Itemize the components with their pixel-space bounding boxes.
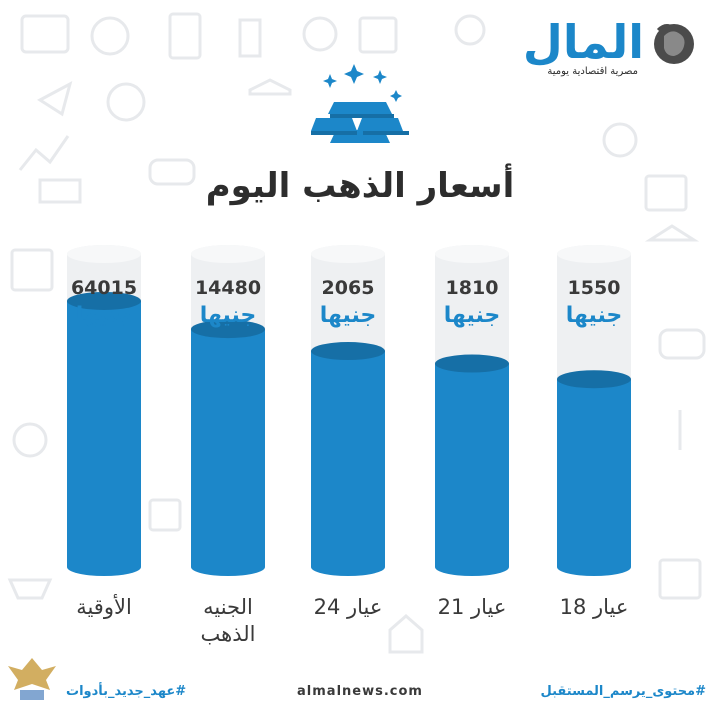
map-icon [654,24,694,64]
bar-unit-label: جنيها [566,303,623,328]
bar-group: 1550 جنيها عيار 18 [557,245,631,619]
bar-tube-top [67,245,141,263]
logo-name: المال [522,15,645,69]
bar [67,300,141,576]
bar-top [435,354,509,373]
bar-value-label: 2065 [322,277,375,299]
bar-group: 2065 جنيها عيار 24 [311,245,385,619]
gold-bars-icon [311,64,409,143]
bar-value-label: 64015 [71,277,137,299]
bar-tube-top [557,245,631,263]
footer-hashtag-right[interactable]: #محتوى_يرسم_المستقبل [540,684,706,699]
footer-hashtag-left[interactable]: #عهد_جديد_بأدوات [66,684,187,699]
eagle-emblem-icon [8,658,56,700]
bar-group: 1810 جنيها عيار 21 [435,245,509,619]
category-label: عيار 18 [560,595,629,619]
category-label: الجنيه [203,595,253,619]
bar-tube-top [191,245,265,263]
category-label: الأوقية [76,594,132,619]
bar-value-label: 14480 [195,277,261,299]
bar-group: 64015 جنيها الأوقية [67,245,141,619]
category-label: الذهب [201,622,256,646]
bar [435,363,509,576]
bar [557,379,631,576]
bar-top [67,291,141,310]
bar-top [191,320,265,339]
bar [191,329,265,576]
bar-tube-top [435,245,509,263]
category-label: عيار 21 [438,595,507,619]
bar-value-label: 1810 [446,277,499,299]
bar-top [557,370,631,389]
bar-tube-top [311,245,385,263]
bar [311,351,385,576]
bar-top [311,342,385,361]
bar-unit-label: جنيها [200,303,257,328]
bar-group: 14480 جنيها الجنيه الذهب [191,245,265,646]
footer-website-link[interactable]: almalnews.com [297,684,423,699]
bar-unit-label: جنيها [444,303,501,328]
bar-unit-label: جنيها [320,303,377,328]
brand-logo: المال مصرية اقتصادية يومية [508,14,698,84]
category-label: عيار 24 [314,595,383,619]
bar-unit-label: جنيها [76,303,133,328]
bar-value-label: 1550 [568,277,621,299]
logo-tagline: مصرية اقتصادية يومية [547,66,638,77]
chart-title: أسعار الذهب اليوم [205,166,515,206]
